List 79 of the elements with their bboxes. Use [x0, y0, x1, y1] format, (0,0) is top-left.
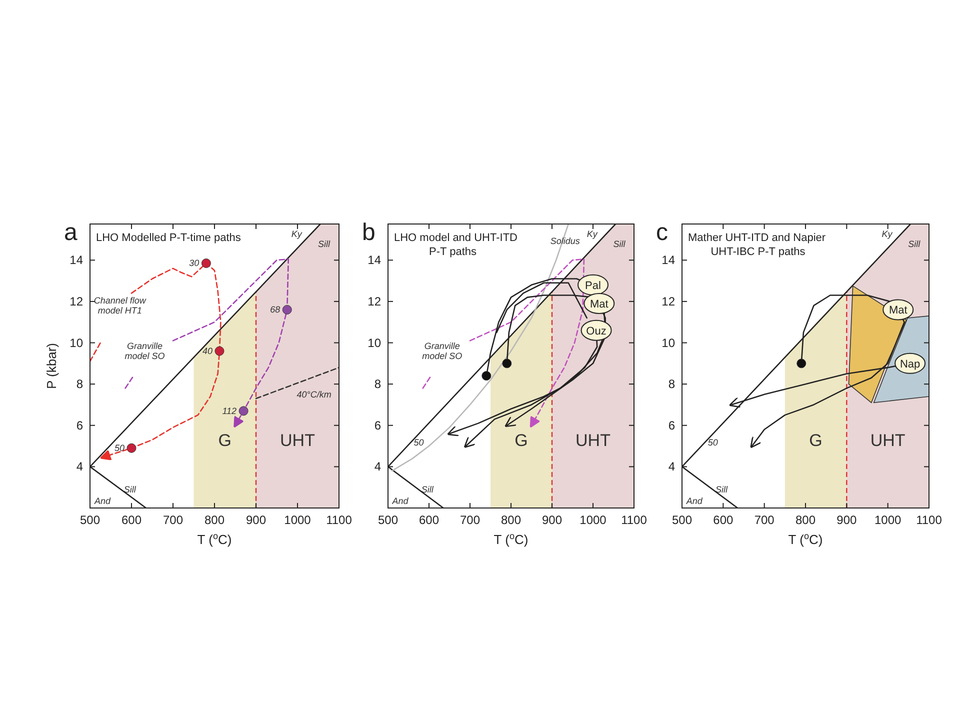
- x-tick-label: 1000: [284, 513, 312, 527]
- y-tick-label: 14: [662, 253, 676, 268]
- annotation: Granville model SO: [422, 341, 462, 362]
- y-tick-label: 10: [662, 336, 676, 350]
- x-tick-label: 500: [672, 513, 692, 527]
- x-tick-label: 1100: [916, 513, 942, 527]
- y-tick-label: 6: [374, 418, 382, 432]
- chart-title: c: [656, 219, 668, 246]
- x-tick-label: 900: [246, 513, 266, 527]
- band-label: G: [514, 431, 528, 450]
- x-axis-title: T ($^{o}$C): [197, 531, 232, 547]
- y-tick-label: 14: [368, 253, 382, 268]
- annotation: Channel flow model HT1: [94, 296, 146, 316]
- x-tick-label: 500: [80, 513, 100, 527]
- x-tick-label: 500: [378, 513, 398, 527]
- y-tick-label: 8: [374, 377, 382, 392]
- annotation: 50: [414, 438, 424, 448]
- x-axis-title: T ($^{o}$C): [494, 531, 528, 547]
- x-tick-label: 800: [795, 513, 816, 527]
- annotation: And: [391, 496, 410, 506]
- annotation: 40°C/km: [296, 389, 332, 400]
- x-tick-label: 1000: [874, 513, 902, 527]
- x-tick-label: 900: [836, 513, 857, 527]
- y-tick-label: 4: [76, 460, 84, 474]
- y-tick-label: 6: [76, 418, 84, 432]
- text: LHO model and UHT-ITD P-T paths: [394, 232, 518, 258]
- annotation: Ky: [291, 228, 302, 239]
- x-tick-label: 600: [418, 513, 440, 527]
- annotation: 40: [202, 346, 212, 356]
- annotation: Ky: [586, 228, 598, 239]
- annotation: 68: [270, 304, 280, 315]
- y-tick-label: 8: [668, 377, 676, 392]
- annotation: Sill: [318, 238, 332, 249]
- x-tick-label: 600: [713, 513, 734, 527]
- x-tick-label: 1000: [580, 513, 607, 527]
- annotation: And: [685, 496, 704, 506]
- y-tick-label: 10: [368, 336, 382, 350]
- text: LHO Modelled P-T-time paths: [96, 232, 242, 244]
- y-tick-label: 4: [374, 460, 382, 474]
- x-tick-label: 700: [460, 513, 480, 527]
- annotation: 30: [189, 258, 200, 268]
- y-tick-label: 12: [662, 294, 676, 308]
- annotation: Sill: [716, 484, 729, 495]
- band-label: UHT: [870, 431, 906, 450]
- annotation: Ky: [882, 228, 893, 239]
- annotation: 112: [222, 406, 237, 416]
- y-tick-label: 14: [70, 253, 84, 268]
- y-tick-label: 10: [70, 336, 84, 350]
- annotation: Sill: [613, 238, 626, 249]
- band-label: G: [218, 431, 232, 450]
- annotation: 50: [708, 438, 718, 448]
- x-tick-label: 800: [500, 513, 522, 527]
- annotation: Sill: [124, 484, 137, 495]
- y-axis-title: P (kbar): [44, 343, 59, 389]
- annotation: And: [93, 496, 112, 506]
- x-tick-label: 900: [542, 513, 562, 527]
- annotation: 50: [114, 443, 124, 454]
- y-tick-label: 8: [76, 377, 84, 392]
- annotation: Sill: [421, 484, 434, 495]
- x-tick-label: 600: [121, 513, 142, 527]
- band-label: G: [809, 431, 822, 450]
- chart-title: b: [362, 219, 376, 246]
- x-axis-title: T ($^{o}$C): [788, 531, 823, 547]
- band-label: UHT: [280, 431, 315, 450]
- annotation: Sill: [908, 238, 922, 249]
- x-tick-label: 1100: [621, 513, 648, 527]
- x-tick-label: 1100: [326, 513, 352, 527]
- x-tick-label: 700: [754, 513, 775, 527]
- x-tick-label: 700: [162, 513, 184, 527]
- y-tick-label: 6: [668, 418, 676, 432]
- x-tick-label: 800: [204, 513, 225, 527]
- y-tick-label: 12: [70, 294, 84, 308]
- band-label: UHT: [576, 431, 610, 450]
- chart-title: a: [64, 219, 78, 246]
- y-tick-label: 4: [668, 460, 676, 474]
- text: Mather UHT-ITD and Napier UHT-IBC P-T paths: [688, 232, 826, 258]
- annotation: Granville model SO: [124, 341, 165, 362]
- annotation: Solidus: [550, 236, 580, 246]
- y-tick-label: 12: [368, 294, 382, 308]
